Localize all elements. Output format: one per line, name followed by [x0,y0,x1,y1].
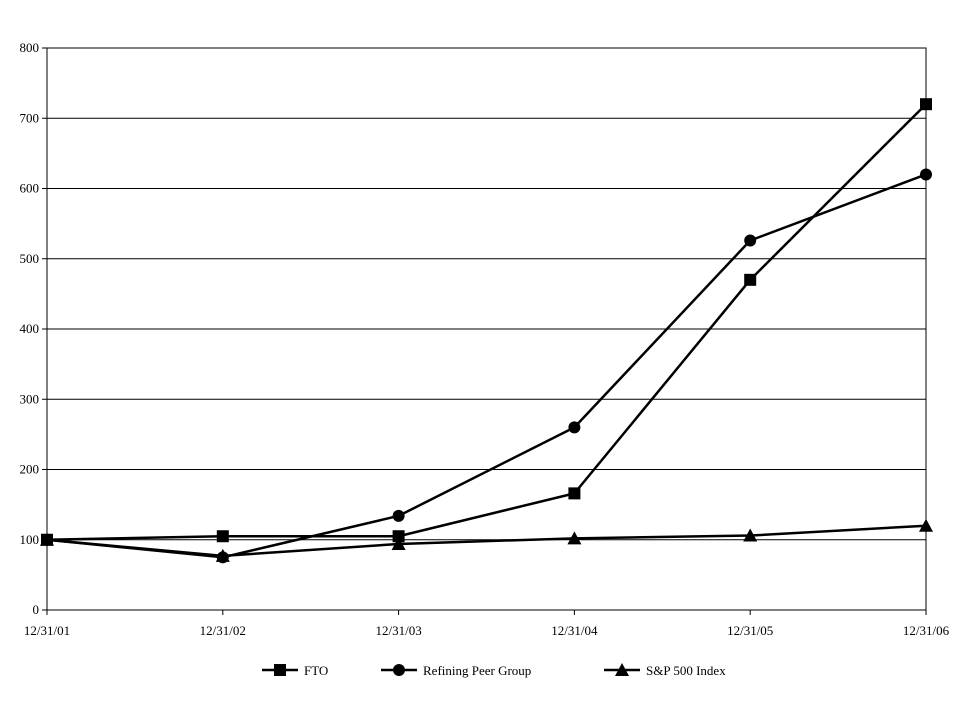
legend-item-1: Refining Peer Group [381,663,531,678]
series-0-point-5 [920,98,932,111]
y-axis-ticks: 0 100 200 300 400 500 600 700 800 [20,40,47,617]
series-1-point-2 [392,509,405,522]
series-2-point-1 [215,548,230,562]
y-tick-label-100: 100 [20,532,40,547]
series-line-0 [46,103,927,541]
x-tick-label-2: 12/31/03 [375,623,421,638]
series-2-point-0 [40,532,54,546]
y-tick-label-400: 400 [20,321,40,336]
legend: FTO Refining Peer Group S&P 500 Index [262,663,726,678]
x-axis-ticks: 12/31/01 12/31/02 12/31/03 12/31/04 12/31/05… [24,610,950,638]
series-line-2 [46,524,927,558]
series-group [40,98,933,564]
series-2-point-4 [743,528,758,542]
legend-item-0: FTO [262,663,328,678]
series-0-point-3 [568,487,581,500]
legend-label-0: FTO [304,663,328,678]
y-tick-label-200: 200 [20,462,40,477]
series-1 [41,168,932,564]
y-tick-label-500: 500 [20,251,40,266]
series-2-point-2 [391,536,406,550]
series-2-point-3 [567,531,582,545]
series-2-point-5 [919,518,933,532]
x-tick-label-3: 12/31/04 [551,623,598,638]
series-0-point-4 [744,273,757,286]
series-2 [40,518,933,562]
y-tick-label-600: 600 [20,181,40,196]
grid-lines [47,117,926,541]
series-0-point-1 [216,530,229,543]
legend-marker-2 [615,663,629,676]
y-tick-label-700: 700 [20,110,40,125]
legend-label-1: Refining Peer Group [423,663,531,678]
series-1-point-3 [568,421,581,434]
x-tick-label-0: 12/31/01 [24,623,70,638]
series-1-point-5 [920,168,932,181]
y-tick-label-300: 300 [20,391,40,406]
legend-item-2: S&P 500 Index [604,663,726,678]
series-1-point-4 [744,234,757,247]
x-tick-label-5: 12/31/06 [903,623,950,638]
y-tick-label-800: 800 [20,40,40,55]
x-tick-label-1: 12/31/02 [200,623,246,638]
legend-label-2: S&P 500 Index [646,663,726,678]
series-0-point-2 [392,530,405,543]
legend-marker-0 [274,664,286,676]
series-0 [41,98,932,546]
y-tick-label-0: 0 [33,602,40,617]
x-tick-label-4: 12/31/05 [727,623,773,638]
legend-marker-1 [393,664,405,676]
series-line-1 [46,173,927,559]
